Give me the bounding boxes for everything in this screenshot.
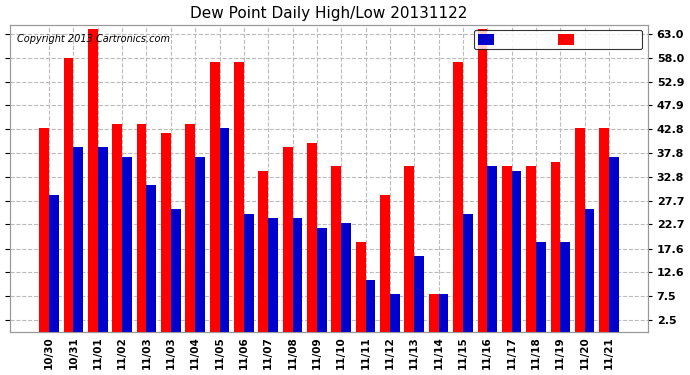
Bar — [356, 242, 366, 332]
Bar — [453, 62, 463, 332]
Bar — [210, 62, 219, 332]
Bar — [526, 166, 536, 332]
Bar — [186, 124, 195, 332]
Bar — [244, 213, 254, 332]
Bar — [575, 129, 584, 332]
Bar — [137, 124, 146, 332]
Bar — [536, 242, 546, 332]
Bar — [307, 142, 317, 332]
Bar — [293, 218, 302, 332]
Bar — [487, 166, 497, 332]
Bar — [331, 166, 342, 332]
Bar — [161, 133, 171, 332]
Bar — [439, 294, 449, 332]
Bar — [414, 256, 424, 332]
Bar — [268, 218, 278, 332]
Bar — [98, 147, 108, 332]
Bar — [560, 242, 570, 332]
Bar — [609, 157, 619, 332]
Bar — [599, 129, 609, 332]
Bar — [511, 171, 522, 332]
Bar — [366, 280, 375, 332]
Legend: Low  (°F), High  (°F): Low (°F), High (°F) — [474, 30, 642, 49]
Bar — [195, 157, 205, 332]
Bar — [39, 129, 49, 332]
Bar — [171, 209, 181, 332]
Bar — [463, 213, 473, 332]
Bar — [502, 166, 511, 332]
Bar — [112, 124, 122, 332]
Bar — [122, 157, 132, 332]
Bar — [551, 162, 560, 332]
Bar — [88, 29, 98, 332]
Bar — [429, 294, 439, 332]
Text: Copyright 2013 Cartronics.com: Copyright 2013 Cartronics.com — [17, 34, 170, 44]
Bar — [259, 171, 268, 332]
Bar — [380, 195, 390, 332]
Bar — [146, 185, 156, 332]
Bar — [584, 209, 594, 332]
Bar — [404, 166, 414, 332]
Bar — [73, 147, 83, 332]
Title: Dew Point Daily High/Low 20131122: Dew Point Daily High/Low 20131122 — [190, 6, 468, 21]
Bar — [390, 294, 400, 332]
Bar — [342, 223, 351, 332]
Bar — [234, 62, 244, 332]
Bar — [63, 58, 73, 332]
Bar — [283, 147, 293, 332]
Bar — [219, 129, 229, 332]
Bar — [49, 195, 59, 332]
Bar — [317, 228, 326, 332]
Bar — [477, 29, 487, 332]
